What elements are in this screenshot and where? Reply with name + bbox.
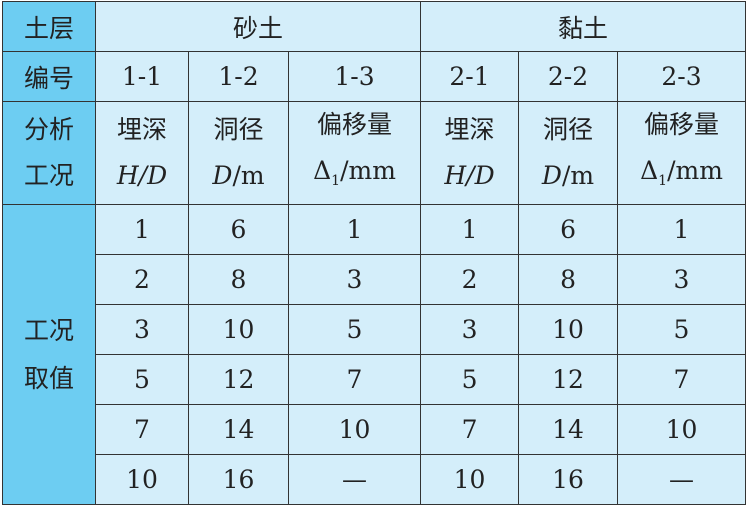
- value-cell: —: [617, 454, 746, 505]
- value-cell: 10: [518, 304, 619, 355]
- value-cell: —: [287, 454, 422, 505]
- param-name: 偏移量: [644, 110, 720, 139]
- condition-label: 分析 工况: [2, 101, 96, 205]
- param-cell: 埋深 H/D: [420, 101, 520, 205]
- value-cell: 10: [188, 304, 289, 355]
- param-cell: 偏移量 Δ1/mm: [617, 101, 746, 205]
- param-name: 洞径: [543, 115, 594, 144]
- values-label: 工况 取值: [2, 204, 96, 505]
- value-cell: 1: [617, 204, 746, 255]
- label-line: 工况: [23, 315, 74, 345]
- param-symbol: D: [212, 161, 233, 190]
- param-unit-text: /mm: [667, 156, 723, 185]
- value-cell: 5: [617, 304, 746, 355]
- param-unit-text: /mm: [340, 156, 396, 185]
- clay-header: 黏土: [420, 1, 746, 52]
- value-cell: 1: [420, 204, 520, 255]
- param-subscript: 1: [331, 173, 341, 189]
- table-row: 7 14 10 7 14 10: [3, 404, 746, 455]
- id-cell: 1-1: [95, 51, 189, 102]
- param-cell: 洞径 D/m: [518, 101, 619, 205]
- id-cell: 1-2: [188, 51, 289, 102]
- table-row: 5 12 7 5 12 7: [3, 354, 746, 405]
- table-row: 10 16—10 16—: [3, 454, 746, 505]
- value-cell: 14: [518, 404, 619, 455]
- param-subscript: 1: [658, 173, 668, 189]
- param-symbol: H/D: [444, 161, 495, 190]
- param-unit: D/m: [519, 153, 617, 199]
- value-cell: 6: [518, 204, 619, 255]
- value-cell: 10: [287, 404, 422, 455]
- value-cell: 10: [95, 454, 189, 505]
- param-symbol: Δ: [640, 156, 659, 185]
- label-line: 分析: [23, 115, 74, 144]
- param-unit: Δ1/mm: [618, 148, 745, 204]
- id-cell: 2-3: [617, 51, 746, 102]
- param-symbol: D: [541, 161, 562, 190]
- value-cell: 7: [420, 404, 520, 455]
- value-cell: 8: [188, 254, 289, 305]
- param-name: 埋深: [116, 115, 167, 144]
- value-cell: 7: [287, 354, 422, 405]
- id-label: 编号: [2, 51, 96, 102]
- param-name: 洞径: [213, 115, 264, 144]
- value-cell: 7: [617, 354, 746, 405]
- param-unit: H/D: [96, 153, 188, 199]
- param-name: 埋深: [444, 115, 495, 144]
- param-symbol: Δ: [313, 156, 332, 185]
- param-cell: 偏移量 Δ1/mm: [287, 101, 422, 205]
- value-cell: 1: [95, 204, 189, 255]
- value-cell: 1: [287, 204, 422, 255]
- value-cell: 14: [188, 404, 289, 455]
- value-cell: 2: [95, 254, 189, 305]
- value-cell: 5: [287, 304, 422, 355]
- value-cell: 8: [518, 254, 619, 305]
- value-cell: 16: [188, 454, 289, 505]
- value-cell: 3: [95, 304, 189, 355]
- value-cell: 6: [188, 204, 289, 255]
- param-unit: H/D: [421, 153, 518, 199]
- id-cell: 2-2: [518, 51, 619, 102]
- value-cell: 10: [420, 454, 520, 505]
- param-unit-text: /m: [232, 161, 265, 190]
- value-cell: 10: [617, 404, 746, 455]
- values-body: 工况 取值 1 6 1 1 6 1 2 8 3 2 8 3 3 10 5 3 10 5 5 12 7 5 12 7 7 14 10 7 14…: [2, 204, 746, 505]
- value-cell: 7: [95, 404, 189, 455]
- sand-header: 砂土: [94, 1, 422, 52]
- soil-label: 土层: [2, 1, 96, 52]
- value-cell: 3: [420, 304, 520, 355]
- param-unit: Δ1/mm: [289, 148, 420, 204]
- value-cell: 5: [420, 354, 520, 405]
- table-row: 3 10 5 3 10 5: [3, 304, 746, 355]
- table-row: 工况 取值 1 6 1 1 6 1: [2, 204, 746, 505]
- param-symbol: H/D: [116, 161, 168, 190]
- id-cell: 2-1: [420, 51, 520, 102]
- id-cell: 1-3: [287, 51, 422, 102]
- label-line: 工况: [23, 161, 74, 190]
- value-cell: 12: [188, 354, 289, 405]
- value-cell: 12: [518, 354, 619, 405]
- param-name: 偏移量: [317, 110, 393, 139]
- value-cell: 16: [518, 454, 619, 505]
- value-cell: 2: [420, 254, 520, 305]
- label-line: 取值: [23, 363, 74, 393]
- value-cell: 3: [617, 254, 746, 305]
- param-cell: 洞径 D/m: [188, 101, 289, 205]
- param-cell: 埋深 H/D: [95, 101, 189, 205]
- param-unit: D/m: [189, 153, 288, 199]
- param-unit-text: /m: [561, 161, 595, 190]
- value-cell: 3: [287, 254, 422, 305]
- value-cell: 5: [95, 354, 189, 405]
